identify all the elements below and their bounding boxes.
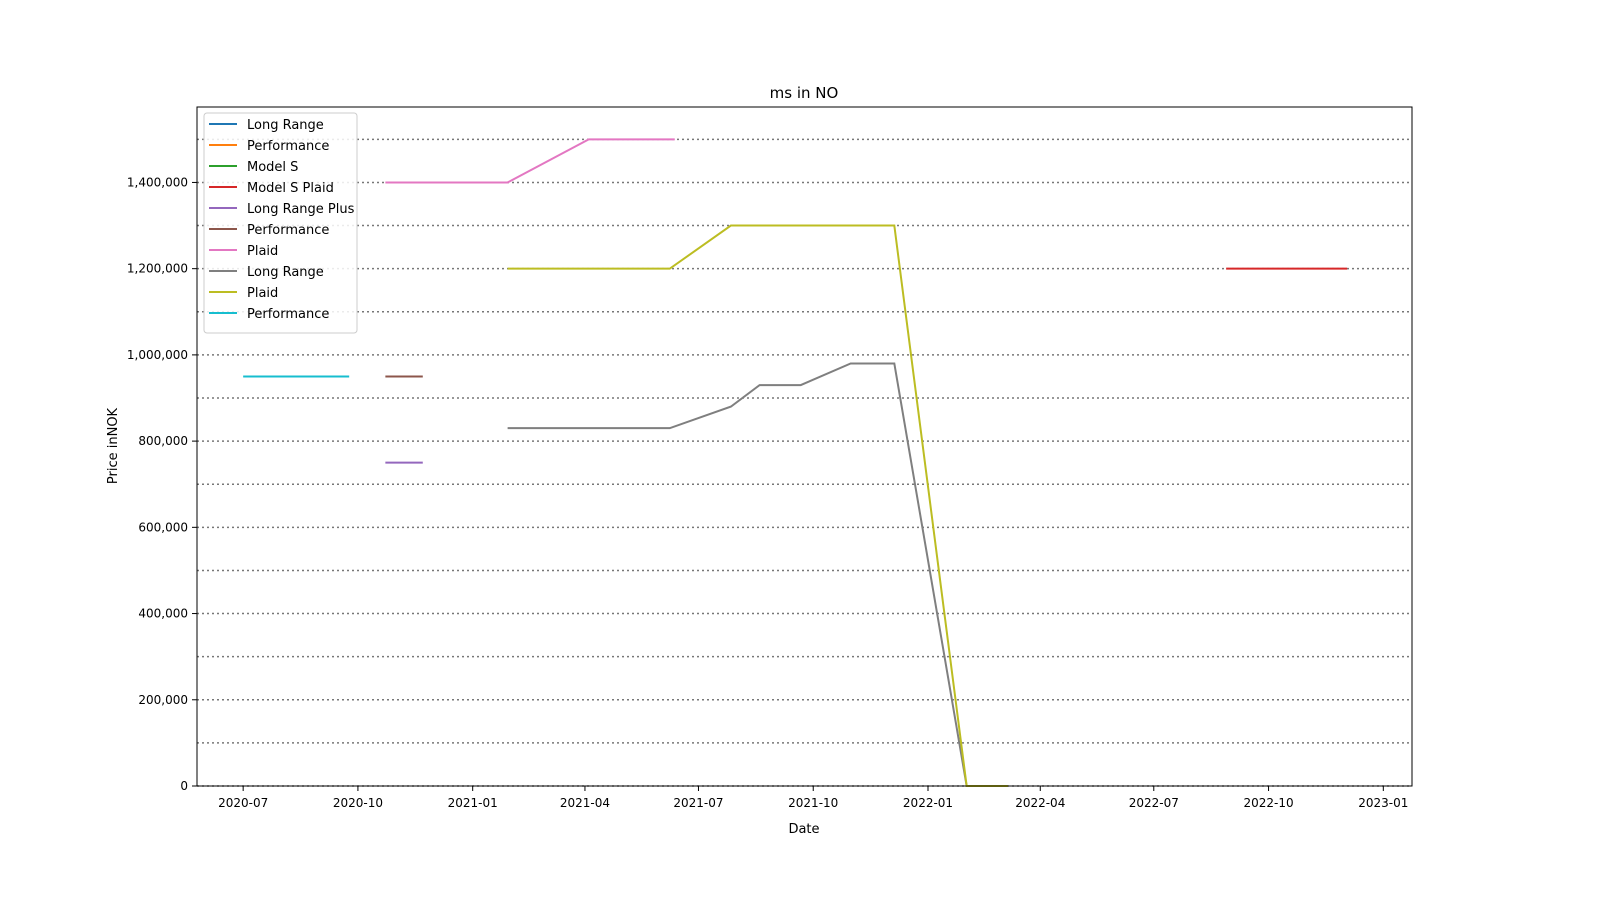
y-tick-label: 1,200,000 (127, 262, 188, 276)
x-axis-label: Date (788, 822, 819, 837)
plot-frame (196, 106, 1413, 787)
x-tick-label: 2021-04 (560, 796, 610, 810)
legend-label: Plaid (247, 286, 278, 301)
legend-label: Performance (247, 307, 329, 322)
x-tick-label: 2021-01 (448, 796, 498, 810)
y-tick-label: 800,000 (138, 434, 188, 448)
legend-label: Performance (247, 139, 329, 154)
x-tick-label: 2020-07 (218, 796, 268, 810)
y-tick-label: 0 (180, 779, 188, 793)
x-tick-label: 2021-07 (673, 796, 723, 810)
y-axis-label: Price inNOK (106, 407, 121, 484)
series-line-8 (507, 224, 1008, 787)
y-axis-ticks: 0 200,000 400,000 600,000 800,000 1,000,000 1,… (127, 175, 197, 793)
chart-title: ms in NO (770, 84, 839, 102)
grid-lines (197, 138, 1412, 787)
legend-label: Model S Plaid (247, 181, 334, 196)
y-tick-label: 1,000,000 (127, 348, 188, 362)
x-tick-label: 2023-01 (1358, 796, 1408, 810)
y-tick-label: 400,000 (138, 607, 188, 621)
legend-label: Plaid (247, 244, 278, 259)
x-tick-label: 2022-07 (1129, 796, 1179, 810)
series-line-6 (385, 138, 675, 184)
x-tick-label: 2022-01 (903, 796, 953, 810)
y-tick-label: 600,000 (138, 520, 188, 534)
legend-label: Performance (247, 223, 329, 238)
series-lines (243, 138, 1348, 787)
x-axis-ticks: 2020-07 2020-10 2021-01 2021-04 2021-07 2021-… (218, 786, 1408, 810)
legend: Long Range Performance Model S Model S Plai… (203, 112, 358, 334)
x-tick-label: 2022-10 (1243, 796, 1293, 810)
y-tick-label: 1,400,000 (127, 175, 188, 189)
x-tick-label: 2020-10 (333, 796, 383, 810)
y-tick-label: 200,000 (138, 693, 188, 707)
legend-label: Model S (247, 160, 298, 175)
legend-label: Long Range Plus (247, 202, 355, 217)
series-line-7 (507, 362, 1008, 787)
x-tick-label: 2021-10 (788, 796, 838, 810)
legend-label: Long Range (247, 118, 324, 133)
legend-label: Long Range (247, 265, 324, 280)
legend-box (203, 112, 358, 334)
x-tick-label: 2022-04 (1015, 796, 1065, 810)
